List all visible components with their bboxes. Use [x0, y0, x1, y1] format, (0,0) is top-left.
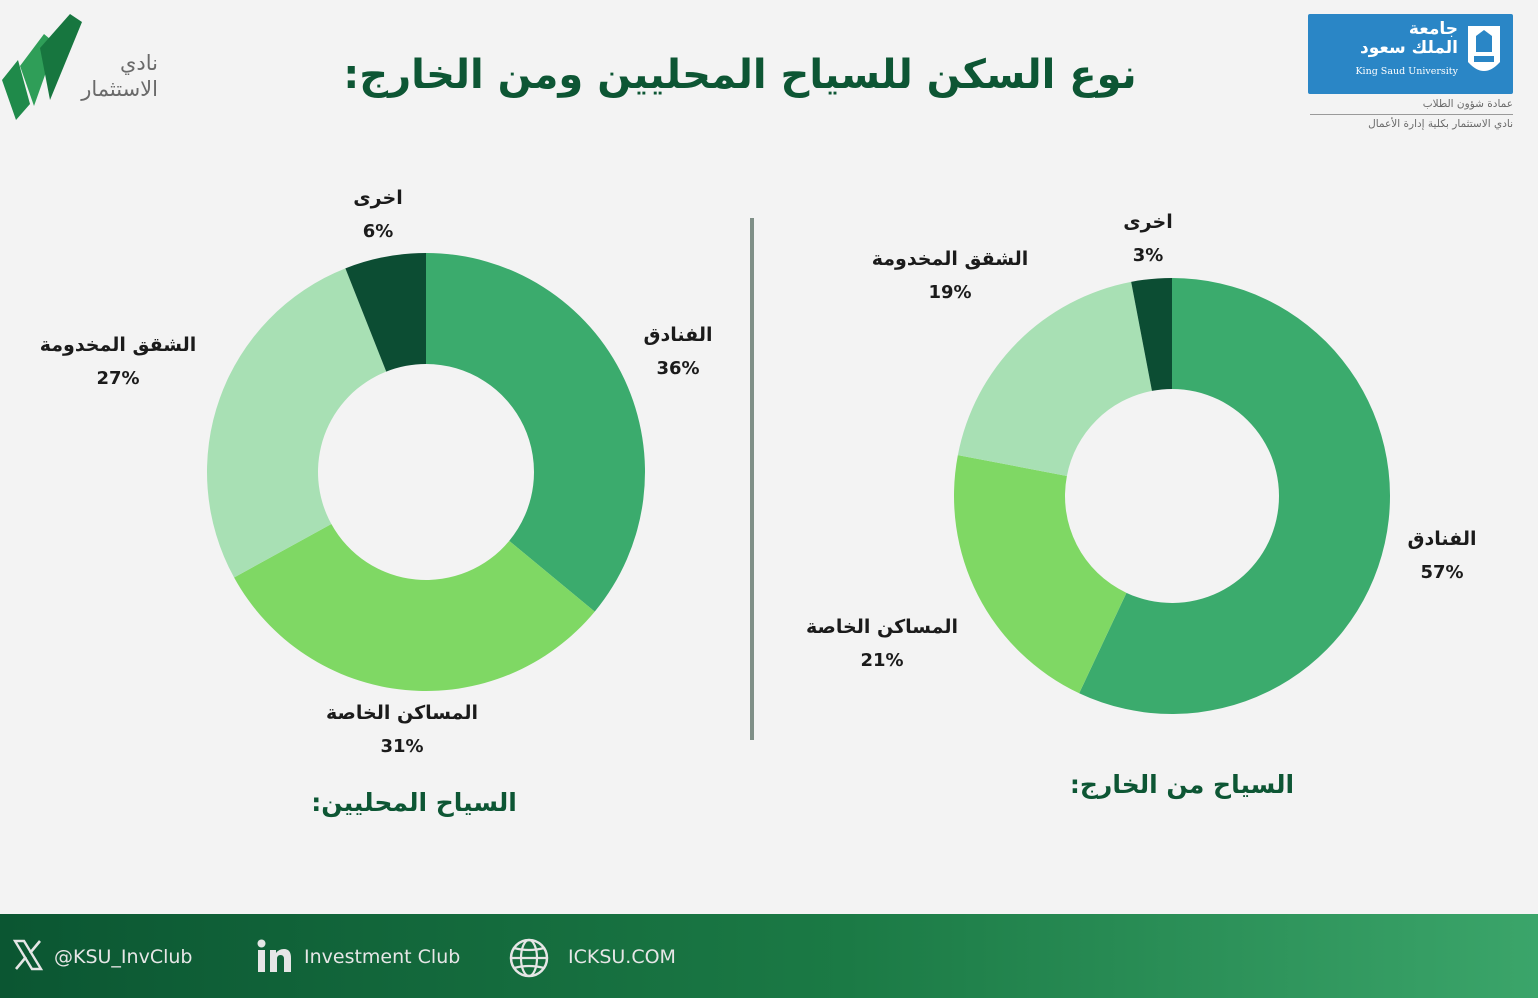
- foreign-tourists-chart-title: السياح من الخارج:: [1069, 770, 1295, 799]
- university-name-en: King Saud University: [1355, 66, 1458, 77]
- local-private-homes-slice: [234, 524, 595, 691]
- foreign-serviced-apartments-label: الشقق المخدومة 19%: [830, 242, 1070, 310]
- foreign-hotels-slice: [1079, 278, 1390, 714]
- foreign-hotels-label: الفنادق 57%: [1322, 522, 1538, 590]
- foreign-hotels-percent: 57%: [1420, 562, 1464, 583]
- local-hotels-percent: 36%: [656, 358, 700, 379]
- local-serviced-apartments-name: الشقق المخدومة: [39, 334, 197, 356]
- local-serviced-apartments-percent: 27%: [96, 368, 140, 389]
- local-private-homes-label: المساكن الخاصة 31%: [282, 696, 522, 764]
- deanship-text: عمادة شؤون الطلاب: [1422, 98, 1513, 110]
- local-other-slice: [345, 253, 426, 372]
- university-name-ar: جامعة الملك سعود: [1360, 19, 1458, 58]
- footer-bar: @KSU_InvClub Investment Club ICKSU.COM: [0, 914, 1538, 998]
- linkedin-text: Investment Club: [304, 946, 461, 968]
- local-other-percent: 6%: [362, 221, 394, 242]
- club-logo-stripes-icon: [2, 14, 82, 120]
- university-emblem-icon: [1468, 26, 1500, 71]
- foreign-other-name: اخرى: [1123, 211, 1173, 233]
- local-private-homes-percent: 31%: [380, 736, 424, 757]
- foreign-other-percent: 3%: [1132, 245, 1164, 266]
- foreign-serviced-apartments-slice: [957, 281, 1152, 476]
- local-tourists-chart-title: السياح المحليين:: [311, 788, 517, 817]
- local-other-label: اخرى 6%: [258, 181, 498, 249]
- local-other-name: اخرى: [353, 187, 403, 209]
- chart-divider: [750, 218, 754, 740]
- twitter-handle: @KSU_InvClub: [54, 946, 193, 968]
- foreign-hotels-name: الفنادق: [1407, 528, 1477, 550]
- x-icon: [12, 939, 44, 971]
- page-title: نوع السكن للسياح المحليين ومن الخارج:: [343, 52, 1137, 98]
- foreign-serviced-apartments-name: الشقق المخدومة: [871, 248, 1029, 270]
- club-affiliation-text: نادي الاستثمار بكلية إدارة الأعمال: [1368, 118, 1513, 130]
- local-serviced-apartments-label: الشقق المخدومة 27%: [0, 328, 238, 396]
- university-logo: جامعة الملك سعود King Saud University عم…: [1308, 14, 1518, 144]
- foreign-other-slice: [1131, 278, 1172, 391]
- university-logo-rule: [1310, 114, 1513, 115]
- local-serviced-apartments-slice: [207, 268, 387, 578]
- local-hotels-label: الفنادق 36%: [558, 318, 798, 386]
- foreign-other-label: اخرى 3%: [1028, 205, 1268, 273]
- university-logo-box: جامعة الملك سعود King Saud University: [1308, 14, 1513, 94]
- linkedin-icon: [257, 939, 291, 972]
- local-hotels-name: الفنادق: [643, 324, 713, 346]
- foreign-private-homes-name: المساكن الخاصة: [806, 616, 958, 638]
- investment-club-logo: نادي الاستثمار: [0, 8, 180, 123]
- linkedin-link[interactable]: Investment Club: [256, 938, 486, 978]
- foreign-private-homes-label: المساكن الخاصة 21%: [762, 610, 1002, 678]
- website-link[interactable]: ICKSU.COM: [508, 938, 708, 978]
- foreign-serviced-apartments-percent: 19%: [928, 282, 972, 303]
- local-private-homes-name: المساكن الخاصة: [326, 702, 478, 724]
- foreign-private-homes-percent: 21%: [860, 650, 904, 671]
- foreign-private-homes-slice: [954, 455, 1127, 694]
- globe-icon: [509, 938, 549, 978]
- twitter-link[interactable]: @KSU_InvClub: [12, 938, 212, 978]
- website-text: ICKSU.COM: [568, 946, 676, 968]
- club-logo-text: نادي الاستثمار: [81, 51, 158, 101]
- local-hotels-slice: [426, 253, 645, 612]
